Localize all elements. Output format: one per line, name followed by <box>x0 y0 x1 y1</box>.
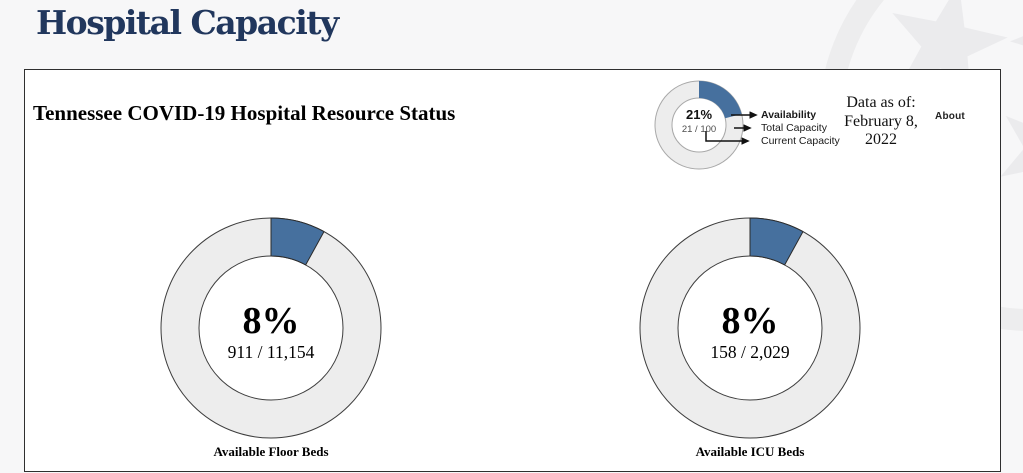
legend-donut-wedge <box>699 81 742 119</box>
about-button[interactable]: About <box>920 111 980 122</box>
icu-beds-caption: Available ICU Beds <box>695 444 805 459</box>
legend-label-total-capacity: Total Capacity <box>761 121 827 134</box>
legend-ratio: 21 / 100 <box>681 124 717 135</box>
legend-donut-chart <box>654 80 744 170</box>
page-title: Hospital Capacity <box>36 3 339 42</box>
legend-label-availability: Availability <box>761 108 817 121</box>
legend-arrows <box>705 111 758 145</box>
data-as-of-label: Data as of: <box>846 94 916 111</box>
card-title: Tennessee COVID-19 Hospital Resource Sta… <box>33 101 456 125</box>
floor-beds-donut-wedge[interactable] <box>270 217 325 266</box>
icu-beds-ratio: 158 / 2,029 <box>710 342 790 362</box>
hospital-resource-card: Tennessee COVID-19 Hospital Resource Sta… <box>24 69 1001 472</box>
icu-beds-donut-chart[interactable] <box>638 216 862 440</box>
floor-beds-ratio: 911 / 11,154 <box>227 342 315 362</box>
arrow-current-capacity-icon <box>705 131 750 145</box>
watermark-star-icon <box>1000 102 1023 201</box>
legend-percent: 21% <box>685 107 713 122</box>
icu-beds-percent: 8% <box>721 300 779 342</box>
data-as-of-date-line1: February 8, <box>844 112 918 130</box>
watermark-star-icon <box>1010 4 1023 77</box>
data-as-of: Data as of: February 8, 2022 <box>821 94 941 150</box>
floor-beds-caption: Available Floor Beds <box>213 444 329 459</box>
data-as-of-date-line2: 2022 <box>865 131 897 148</box>
legend-labels: Availability Total Capacity Current Capa… <box>761 109 840 148</box>
floor-beds-percent: 8% <box>242 300 300 342</box>
floor-beds-donut-chart[interactable] <box>159 216 383 440</box>
legend-label-current-capacity: Current Capacity <box>761 134 840 147</box>
icu-beds-donut-wedge[interactable] <box>749 217 804 266</box>
